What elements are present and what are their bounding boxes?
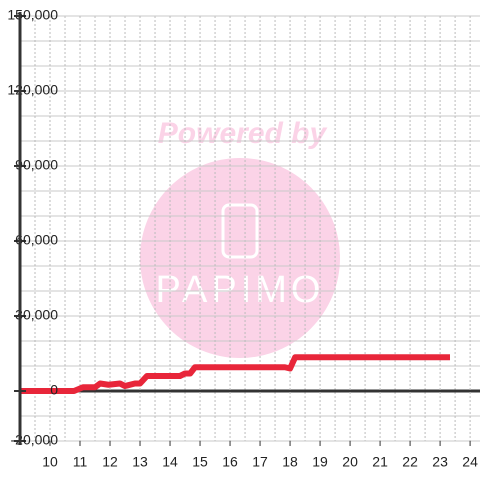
x-tick-label: 12: [102, 454, 118, 470]
x-tick-label: 11: [73, 454, 88, 470]
x-tick-label: 18: [282, 454, 298, 470]
y-tick-label: 0: [50, 382, 58, 398]
watermark-text: Powered by: [158, 117, 328, 150]
x-tick-label: 19: [312, 454, 328, 470]
x-tick-label: 10: [42, 454, 58, 470]
x-tick-label: 23: [432, 454, 448, 470]
y-tick-label: 60,000: [15, 232, 58, 248]
x-tick-label: 14: [162, 454, 178, 470]
x-tick-label: 21: [372, 454, 388, 470]
y-tick-label: 30,000: [15, 307, 58, 323]
x-tick-label: 17: [252, 454, 268, 470]
y-tick-label: 90,000: [15, 157, 58, 173]
y-tick-label: -20,000: [11, 432, 59, 448]
line-series: [20, 354, 450, 394]
y-tick-label: 120,000: [7, 82, 58, 98]
y-tick-label: 150,000: [7, 7, 58, 23]
watermark-logo: PAPIMO: [156, 269, 325, 311]
x-tick-label: 22: [402, 454, 418, 470]
x-tick-label: 24: [462, 454, 478, 470]
x-tick-label: 13: [132, 454, 148, 470]
x-tick-label: 15: [192, 454, 208, 470]
x-tick-label: 20: [342, 454, 358, 470]
x-tick-label: 16: [222, 454, 238, 470]
watermark-phone: [221, 203, 259, 259]
